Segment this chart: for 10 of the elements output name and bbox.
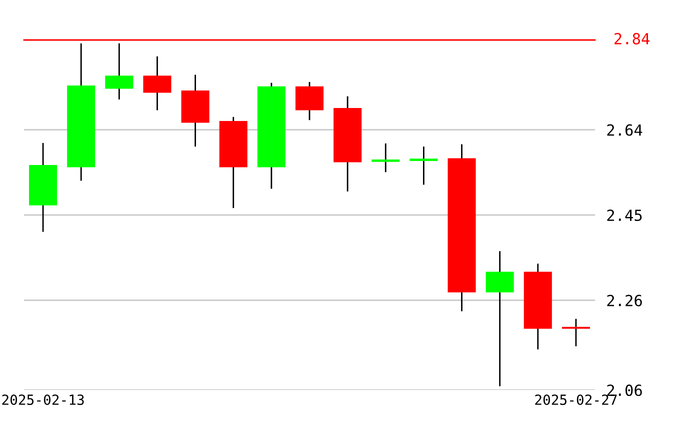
y-tick-label: 2.64	[607, 124, 642, 136]
y-tick-label: 2.45	[607, 210, 642, 222]
candlestick	[562, 318, 590, 346]
ref-line-label: 2.84	[614, 32, 650, 44]
candlestick	[372, 143, 400, 172]
x-tick-label: 2025-02-13	[2, 394, 84, 405]
candlestick	[410, 146, 438, 185]
x-tick-label: 2025-02-27	[535, 394, 617, 405]
y-tick-label: 2.06	[607, 384, 642, 396]
y-tick-label: 2.26	[607, 294, 642, 306]
